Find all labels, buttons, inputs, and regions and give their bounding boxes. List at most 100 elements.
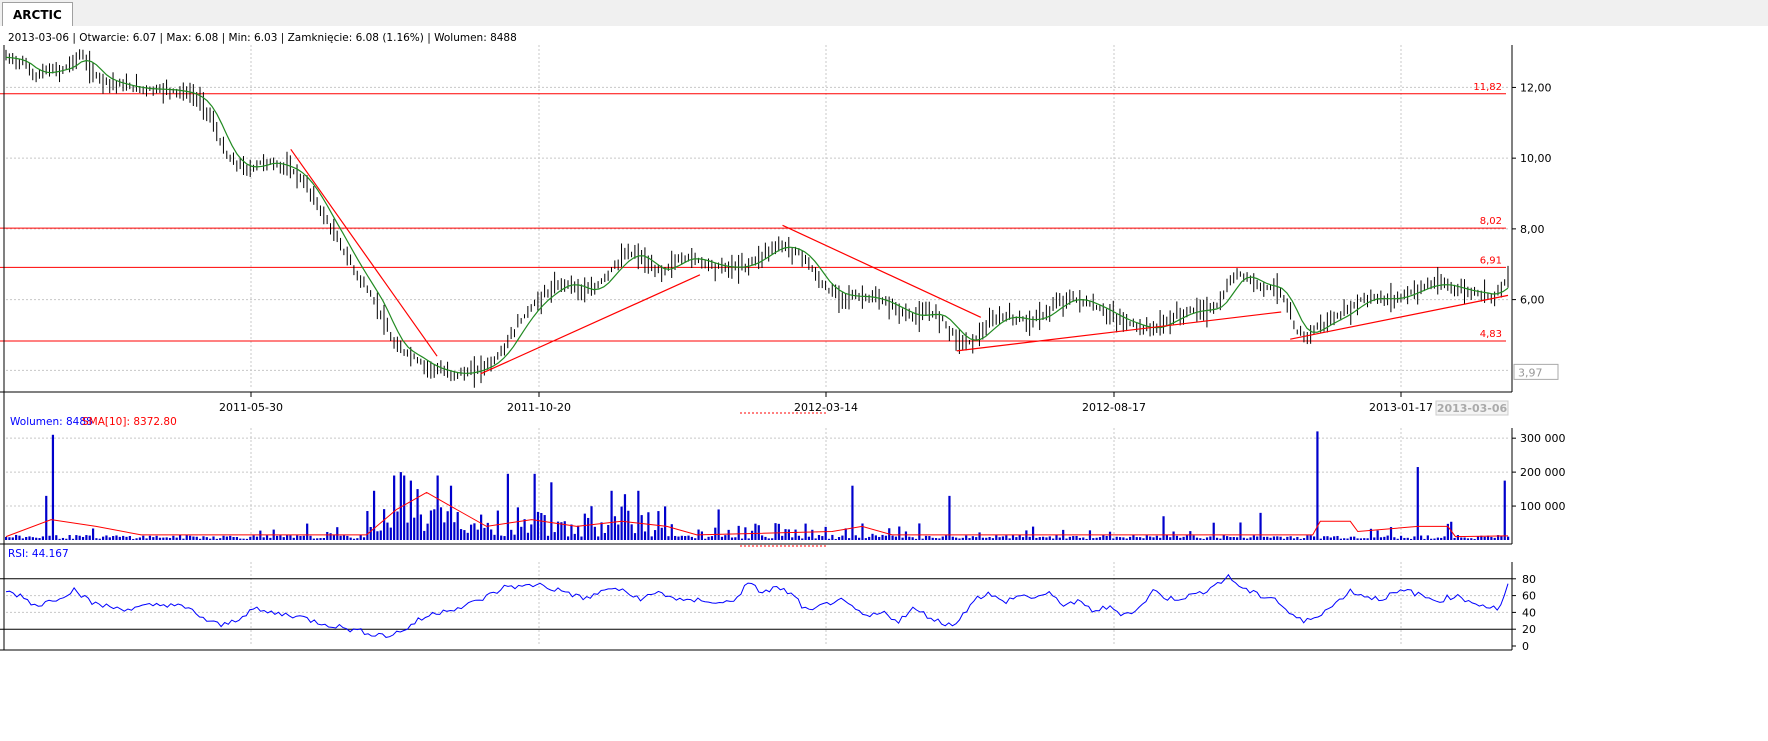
volume-bar (1436, 537, 1439, 540)
volume-bar (1082, 537, 1085, 540)
volume-bar (891, 535, 894, 540)
volume-bar (1048, 536, 1051, 540)
volume-bar (623, 494, 627, 540)
volume-bar (834, 538, 837, 540)
volume-bar (1383, 536, 1386, 540)
volume-bar (1021, 537, 1025, 540)
volume-bar (881, 534, 884, 540)
volume-bar (1443, 536, 1446, 540)
volume-bar (386, 522, 389, 540)
volume-bar (406, 522, 409, 540)
volume-bar (433, 509, 436, 540)
volume-bar (289, 535, 292, 540)
volume-bar (951, 536, 954, 540)
volume-bar (1316, 431, 1319, 540)
volume-bar (1011, 535, 1015, 540)
volume-bar (349, 537, 352, 540)
volume-bar (520, 526, 523, 540)
volume-bar (436, 475, 439, 540)
volume-bar (737, 525, 740, 540)
volume-bar (1249, 537, 1252, 540)
volume-bar (41, 536, 44, 540)
volume-bar (1393, 537, 1396, 540)
volume-bar (500, 535, 503, 540)
volume-bar (1306, 535, 1309, 540)
volume-bar (884, 535, 887, 540)
volume-bar (142, 535, 145, 540)
volume-bar (560, 522, 563, 540)
tab-arctic[interactable]: ARCTIC (2, 2, 73, 26)
volume-bar (1172, 531, 1175, 540)
volume-bar (1279, 536, 1282, 540)
volume-bar (85, 535, 88, 540)
volume-bar (1463, 537, 1466, 540)
volume-bar (265, 535, 269, 540)
volume-bar (158, 537, 162, 540)
volume-bar (1092, 538, 1095, 540)
volume-bar (439, 507, 443, 540)
volume-bar (1269, 537, 1272, 540)
volume-bar (480, 514, 483, 540)
volume-bar (1503, 480, 1506, 540)
volume-bar (202, 536, 205, 540)
volume-bar (550, 482, 553, 540)
volume-bar (670, 524, 673, 540)
volume-bar (794, 529, 797, 540)
volume-bar (403, 475, 406, 540)
volume-bar (282, 537, 285, 540)
volume-bar (1470, 538, 1473, 540)
volume-bar (175, 537, 178, 540)
volume-bar (998, 537, 1001, 540)
volume-bar (1289, 536, 1292, 540)
volume-bar (423, 530, 426, 540)
trendline (290, 148, 438, 357)
volume-bar (8, 537, 11, 540)
volume-bar (172, 535, 175, 540)
volume-bar (754, 523, 757, 540)
volume-bar (1493, 537, 1496, 540)
volume-bar (1152, 537, 1155, 540)
volume-bar (1102, 535, 1105, 540)
volume-bar (1219, 538, 1222, 540)
rsi-y-tick-label: 60 (1522, 590, 1536, 603)
x-tick-label: 2011-05-30 (219, 401, 283, 414)
volume-bar (1359, 538, 1363, 540)
volume-bar (1423, 538, 1426, 540)
volume-bar (332, 535, 336, 540)
volume-bar (25, 536, 28, 540)
volume-bar (851, 485, 854, 540)
price-volume-rsi-chart[interactable]: 2013-03-06 | Otwarcie: 6.07 | Max: 6.08 … (0, 26, 1768, 737)
volume-bar (336, 527, 339, 540)
trendline (1290, 294, 1509, 340)
volume-bar (968, 538, 971, 540)
volume-bar (757, 525, 760, 540)
volume-bar (536, 511, 540, 540)
volume-bar (81, 536, 85, 540)
volume-bar (995, 535, 998, 540)
volume-bar (1339, 538, 1342, 540)
volume-bar (1042, 536, 1045, 540)
volume-bar (1135, 537, 1138, 540)
volume-bar (135, 538, 138, 540)
volume-bar (978, 532, 981, 540)
x-tick-label: 2012-08-17 (1082, 401, 1146, 414)
volume-bar (650, 536, 653, 540)
volume-bar (791, 537, 794, 540)
volume-bar (1496, 535, 1500, 540)
chart-area[interactable]: 2013-03-06 | Otwarcie: 6.07 | Max: 6.08 … (0, 26, 1768, 737)
volume-bar (195, 536, 198, 540)
volume-bar (1215, 537, 1219, 540)
volume-bar (1389, 527, 1393, 540)
volume-bar (677, 536, 680, 540)
volume-bar (21, 538, 24, 540)
volume-bar (476, 529, 479, 540)
volume-bar (553, 532, 556, 540)
volume-bar (95, 538, 98, 540)
volume-bar (593, 526, 596, 540)
volume-bar (847, 538, 851, 540)
volume-bar (1038, 537, 1041, 540)
volume-bar (824, 526, 827, 540)
volume-bar (362, 537, 366, 540)
volume-bar (898, 526, 901, 540)
volume-bar (58, 538, 61, 540)
